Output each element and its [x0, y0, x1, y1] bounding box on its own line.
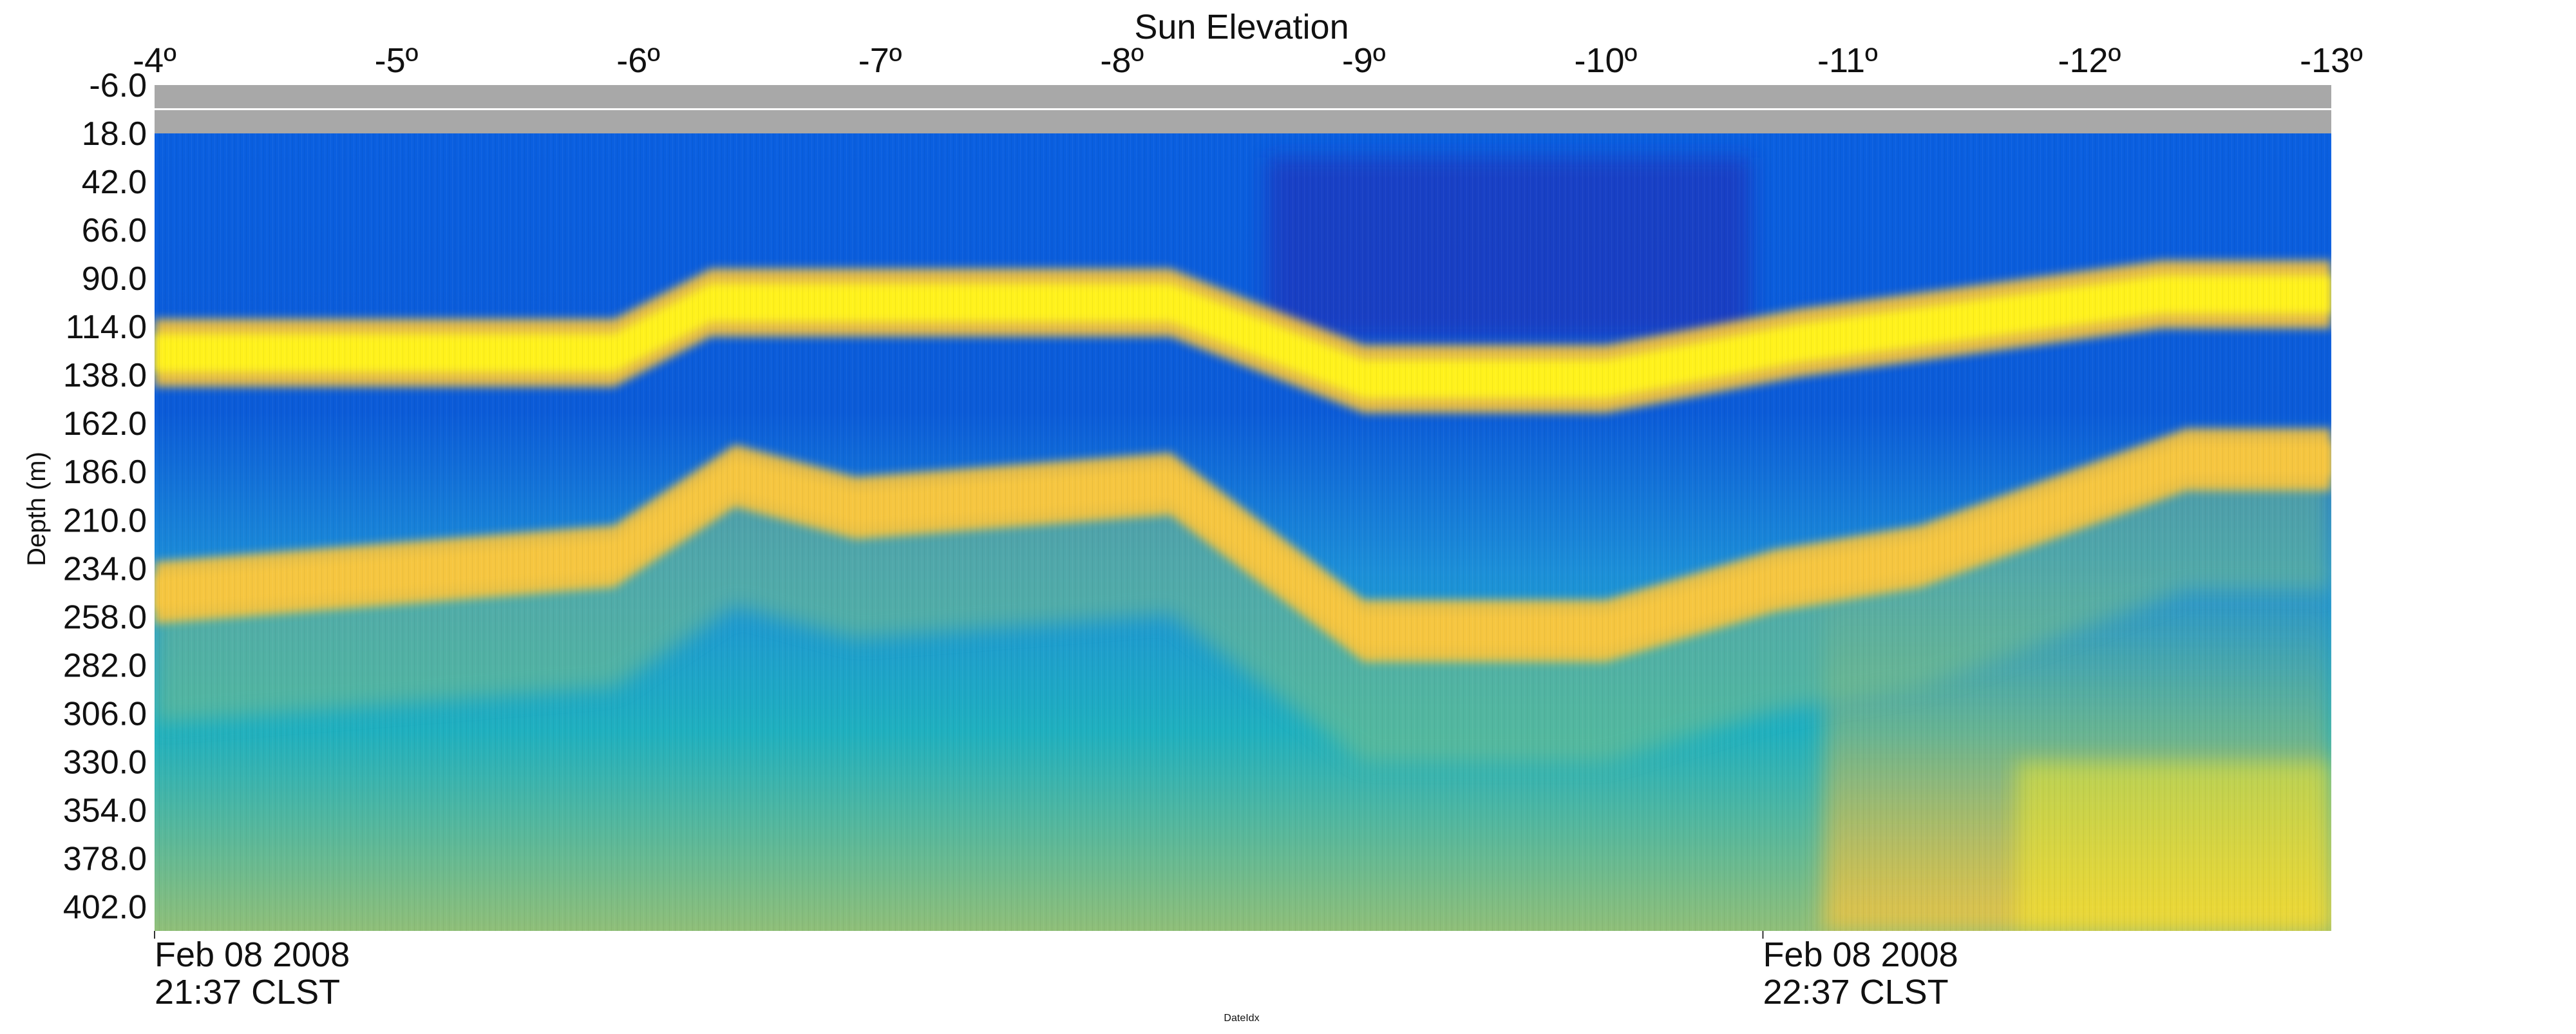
bottom-time-label-1-date: Feb 08 2008: [155, 935, 350, 974]
top-tick-label: -8º: [1100, 41, 1144, 80]
bottom-time-label-1-time: 21:37 CLST: [155, 973, 340, 1011]
y-tick-label: 282.0: [63, 647, 147, 684]
top-tick-label: -5º: [375, 41, 419, 80]
y-tick-label: 162.0: [63, 405, 147, 443]
chart-title: Sun Elevation: [1134, 8, 1349, 46]
y-tick-label: 258.0: [63, 598, 147, 636]
y-tick-label: -6.0: [89, 67, 147, 104]
bottom-time-label-1: Feb 08 2008 21:37 CLST: [155, 935, 350, 1011]
top-tick-label: -12º: [2058, 41, 2121, 80]
plot-area: [155, 85, 2331, 931]
y-tick-label: 354.0: [63, 792, 147, 829]
y-tick-label: 234.0: [63, 550, 147, 588]
y-tick-label: 210.0: [63, 502, 147, 539]
y-tick-label: 402.0: [63, 888, 147, 926]
x-axis-label: DateIdx: [1224, 1013, 1259, 1024]
top-tick-label: -6º: [616, 41, 660, 80]
ping-texture: [155, 133, 2331, 931]
top-tick-label: -10º: [1574, 41, 1637, 80]
y-tick-label: 306.0: [63, 695, 147, 732]
y-tick-label: 18.0: [82, 115, 147, 153]
top-tick-label: -11º: [1817, 41, 1878, 80]
y-axis-ticks: -6.0 18.0 42.0 66.0 90.0 114.0 138.0 162.0 186.0…: [63, 67, 147, 926]
y-tick-label: 330.0: [63, 743, 147, 781]
top-tick-label: -4º: [133, 41, 176, 80]
y-tick-label: 186.0: [63, 454, 147, 491]
y-tick-label: 42.0: [82, 164, 147, 201]
top-tick-label: -9º: [1342, 41, 1386, 80]
y-tick-label: 90.0: [82, 260, 147, 298]
top-tick-label: -13º: [2300, 41, 2363, 80]
y-axis-label: Depth (m): [23, 452, 51, 566]
y-tick-label: 378.0: [63, 840, 147, 877]
bottom-time-label-2: Feb 08 2008 22:37 CLST: [1763, 935, 1958, 1011]
y-tick-label: 114.0: [66, 309, 147, 346]
bottom-time-label-2-date: Feb 08 2008: [1763, 935, 1958, 974]
y-tick-label: 66.0: [82, 212, 147, 249]
top-axis-ticks: -4º -5º -6º -7º -8º -9º -10º -11º -12º -13º: [133, 41, 2363, 80]
y-tick-label: 138.0: [63, 357, 147, 394]
top-tick-label: -7º: [858, 41, 902, 80]
bottom-time-label-2-time: 22:37 CLST: [1763, 973, 1948, 1011]
